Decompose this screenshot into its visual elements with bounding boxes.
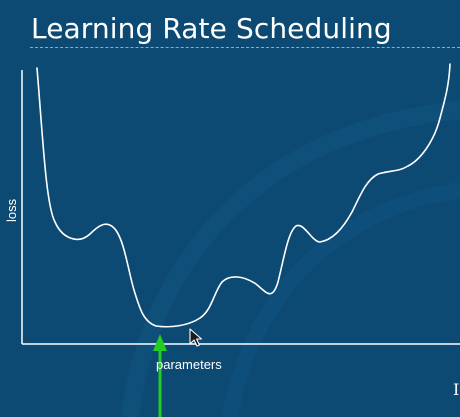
loss-curve [36, 63, 451, 328]
x-axis-label: parameters [156, 357, 222, 372]
green-up-arrow-icon [153, 334, 167, 417]
slide-title: Learning Rate Scheduling [31, 12, 392, 45]
title-divider [30, 47, 460, 48]
y-axis-label: loss [4, 198, 19, 222]
corner-glyph: I [453, 380, 460, 399]
mouse-cursor-icon [189, 328, 203, 347]
